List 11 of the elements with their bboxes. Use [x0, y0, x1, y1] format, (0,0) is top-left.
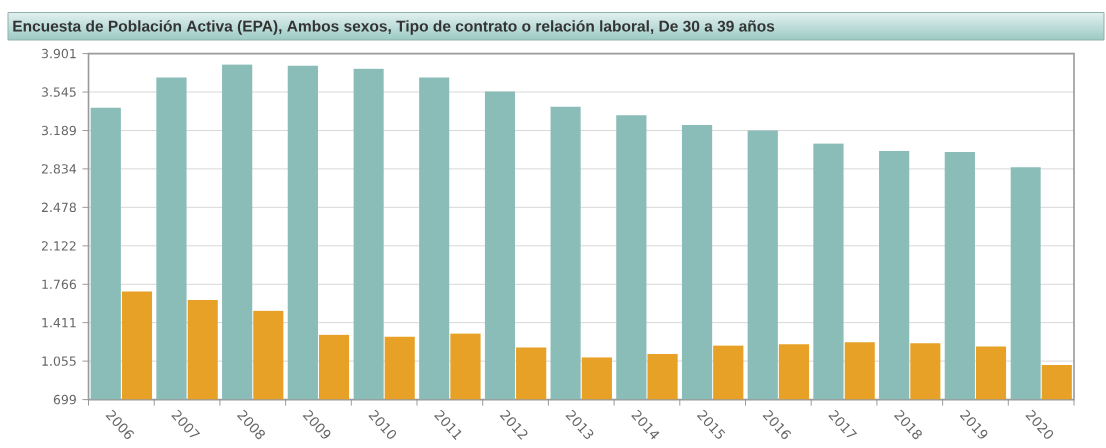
chart-title: Encuesta de Población Activa (EPA), Ambos sexos, Tipo de contrato o relación laboral, De 30 a 39 años — [13, 20, 775, 35]
y-tick-label: 3.545 — [41, 87, 76, 97]
y-tick-label: 1.766 — [42, 279, 77, 290]
y-tick-label: 1.411 — [42, 318, 76, 328]
y-tick-label: 3.189 — [41, 125, 76, 136]
y-tick-label: 699 — [53, 394, 76, 405]
y-tick-label: 2.834 — [41, 164, 77, 174]
y-tick-label: 1.055 — [42, 356, 76, 366]
y-tick-label: 2.478 — [41, 202, 76, 213]
y-tick-label: 2.122 — [41, 241, 76, 251]
y-tick-label: 3.901 — [41, 48, 76, 59]
